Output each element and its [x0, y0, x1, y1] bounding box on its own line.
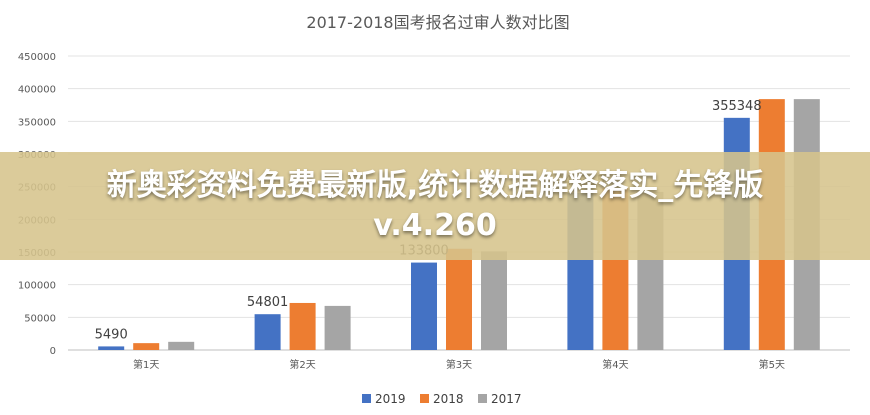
legend-swatch	[478, 394, 487, 403]
data-label: 355348	[712, 99, 762, 114]
data-label: 54801	[247, 295, 288, 310]
bar-2017-2	[324, 305, 351, 350]
bar-2018-1	[133, 343, 160, 350]
legend: 2019 2018 2017	[362, 392, 522, 406]
y-tick-label: 450000	[18, 52, 56, 63]
x-tick-label: 第5天	[759, 358, 785, 371]
bar-2017-1	[168, 341, 195, 350]
x-tick-label: 第2天	[289, 358, 315, 371]
bar-2019-3	[411, 262, 437, 350]
legend-label: 2018	[433, 392, 464, 406]
y-tick-label: 400000	[18, 85, 56, 96]
watermark-banner: 新奥彩资料免费最新版,统计数据解释落实_先锋版 v.4.260	[0, 152, 870, 260]
y-tick-label: 50000	[24, 313, 56, 324]
y-tick-label: 350000	[18, 117, 56, 128]
y-tick-label: 0	[50, 346, 56, 357]
banner-version: v.4.260	[373, 208, 497, 243]
legend-label: 2019	[375, 392, 406, 406]
bar-2019-2	[254, 314, 281, 350]
x-tick-label: 第1天	[133, 358, 159, 371]
legend-swatch	[420, 394, 429, 403]
y-tick-label: 100000	[18, 281, 56, 292]
x-tick-label: 第4天	[602, 358, 628, 371]
banner-title: 新奥彩资料免费最新版,统计数据解释落实_先锋版	[106, 168, 764, 203]
x-axis-ticks: 第1天 第2天 第3天 第4天 第5天	[133, 358, 785, 371]
legend-swatch	[362, 394, 371, 403]
bar-2018-2	[289, 302, 316, 350]
data-label: 5490	[95, 327, 128, 342]
x-tick-label: 第3天	[446, 358, 472, 371]
legend-label: 2017	[491, 392, 522, 406]
bar-2019-1	[98, 346, 125, 350]
bar-2018-3	[446, 248, 472, 350]
chart-title: 2017-2018国考报名过审人数对比图	[306, 13, 569, 32]
bar-2017-3	[481, 251, 507, 350]
